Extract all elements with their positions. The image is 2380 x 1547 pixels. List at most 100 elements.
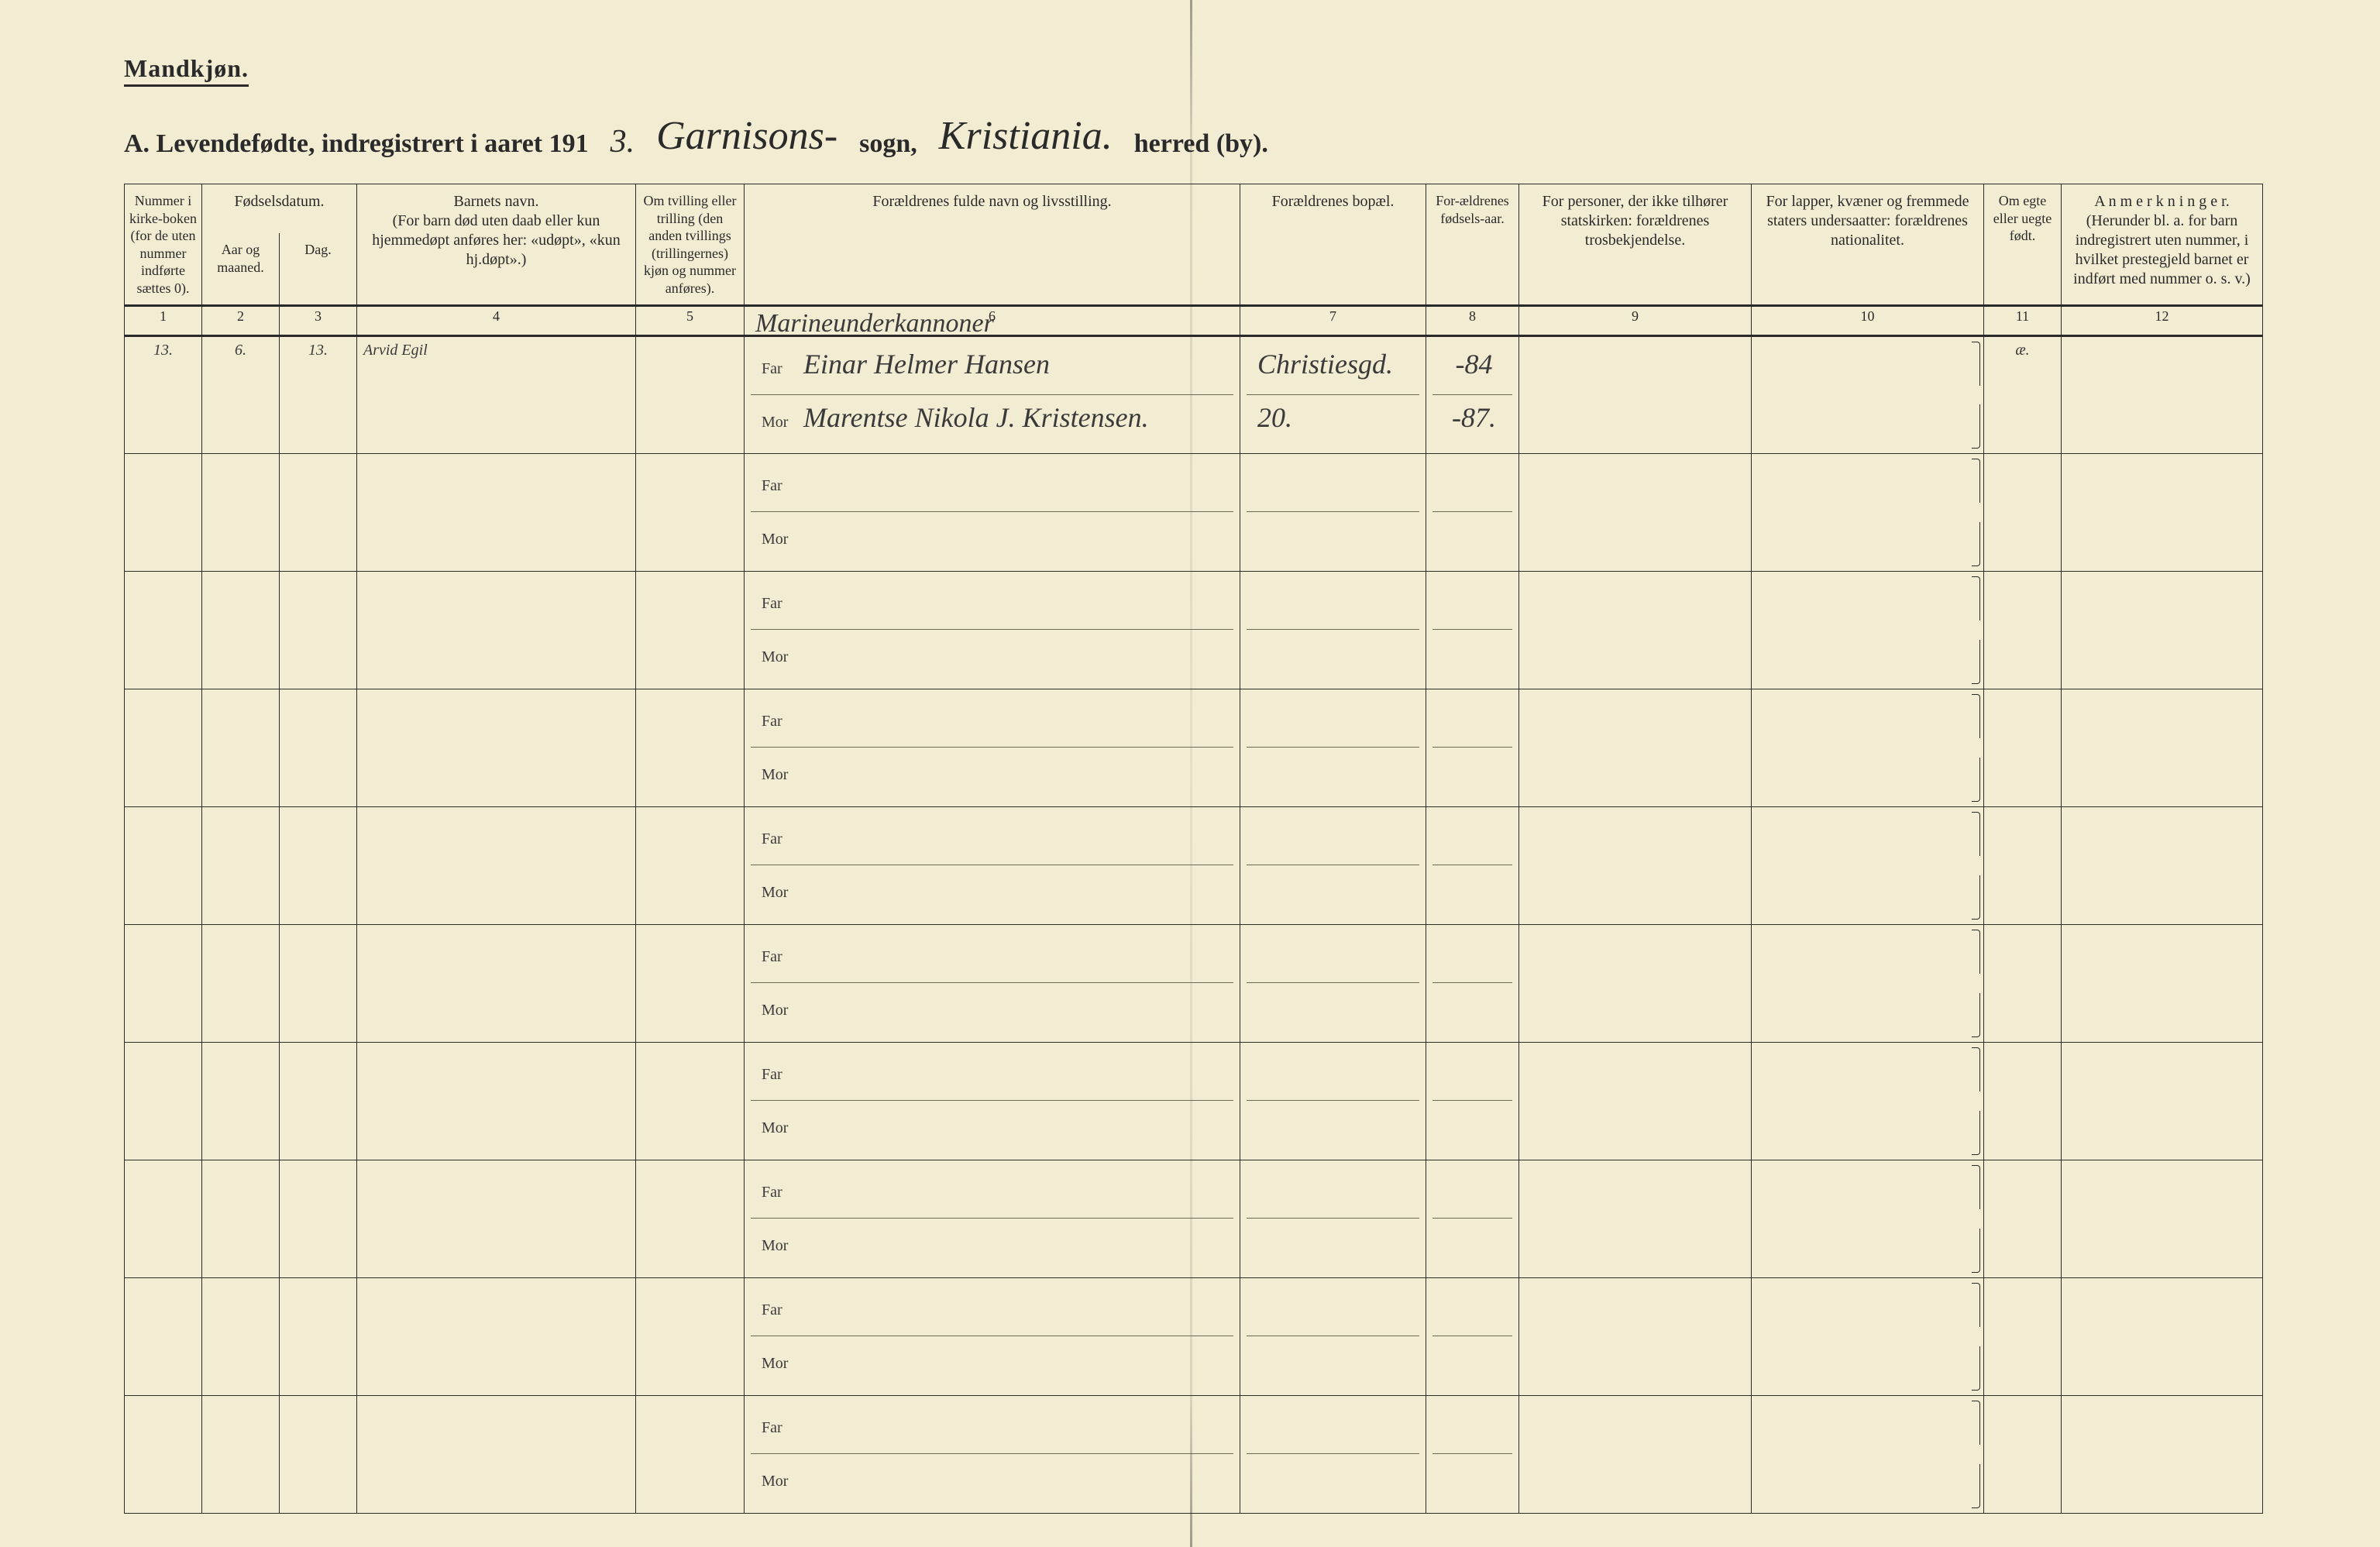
cell-parents: FarMor: [745, 1160, 1240, 1278]
cell-day: [280, 807, 357, 925]
cell-child-name: [357, 1278, 636, 1396]
colnum: 3: [280, 306, 357, 336]
mor-name: Marentse Nikola J. Kristensen.: [803, 402, 1149, 433]
cell-parents: Far Mor: [745, 925, 1240, 1043]
cell-bopael: [1240, 1043, 1426, 1160]
year-far: [1432, 930, 1512, 983]
cell-month: 6.: [202, 336, 280, 454]
far-label: Far: [762, 595, 796, 613]
mor-label: Mor: [762, 414, 796, 431]
cell-faith: [1519, 1160, 1752, 1278]
cell-legitimacy: [1984, 1160, 2062, 1278]
bopael-far: [1247, 1165, 1419, 1219]
mor-label: Mor: [762, 1473, 796, 1490]
cell-nationality: [1752, 1278, 1984, 1396]
cell-month: [202, 807, 280, 925]
table-body: 13.6.13.Arvid EgilMarineunderkannonerFar…: [125, 336, 2263, 1514]
cell-day: [280, 572, 357, 689]
bopael-mor: [1247, 512, 1419, 565]
colnum: 12: [2062, 306, 2263, 336]
cell-remarks: [2062, 1160, 2263, 1278]
cell-day: [280, 1396, 357, 1514]
table-row: 13.6.13.Arvid EgilMarineunderkannonerFar…: [125, 336, 2263, 454]
mor-label: Mor: [762, 1002, 796, 1019]
cell-remarks: [2062, 1043, 2263, 1160]
cell-birthyears: [1426, 1043, 1519, 1160]
year-far: [1432, 576, 1512, 630]
cell-month: [202, 1396, 280, 1514]
cell-faith: [1519, 807, 1752, 925]
colnum: 10: [1752, 306, 1984, 336]
cell-nationality: [1752, 572, 1984, 689]
far-line: Far: [751, 930, 1233, 983]
cell-legitimacy: [1984, 454, 2062, 572]
col-header-7: For-ældrenes fødsels-aar.: [1426, 184, 1519, 306]
mor-label: Mor: [762, 531, 796, 548]
far-line: Far: [751, 1401, 1233, 1454]
mor-label: Mor: [762, 1119, 796, 1137]
cell-bopael: [1240, 925, 1426, 1043]
herred-value: Kristiania.: [939, 113, 1113, 159]
year-mor: [1432, 1101, 1512, 1153]
mor-line: Mor: [751, 1101, 1233, 1153]
year-far: [1432, 694, 1512, 748]
cell-legitimacy: [1984, 572, 2062, 689]
bopael-mor: 20.: [1247, 395, 1419, 448]
far-label: Far: [762, 948, 796, 966]
document-page: Mandkjøn. A. Levendefødte, indregistrert…: [0, 0, 2380, 1547]
table-row: FarMor: [125, 572, 2263, 689]
bopael-far: [1247, 694, 1419, 748]
cell-num: [125, 1043, 202, 1160]
mor-line: Mor: [751, 748, 1233, 800]
cell-remarks: [2062, 336, 2263, 454]
cell-twin: [636, 1043, 745, 1160]
colnum: 9: [1519, 306, 1752, 336]
sogn-value: Garnisons-: [656, 113, 837, 159]
cell-twin: [636, 454, 745, 572]
year-mor: [1432, 1336, 1512, 1389]
cell-faith: [1519, 454, 1752, 572]
cell-month: [202, 454, 280, 572]
col-header-8: For personer, der ikke tilhører statskir…: [1519, 184, 1752, 306]
far-label: Far: [762, 1419, 796, 1437]
year-far: [1432, 1047, 1512, 1101]
table-row: FarMor: [125, 1043, 2263, 1160]
cell-num: [125, 925, 202, 1043]
far-line: FarEinar Helmer Hansen: [751, 342, 1233, 395]
far-label: Far: [762, 830, 796, 848]
cell-nationality: [1752, 925, 1984, 1043]
cell-legitimacy: æ.: [1984, 336, 2062, 454]
col-header-2b: Dag.: [280, 233, 357, 305]
col-header-5: Forældrenes fulde navn og livsstilling.: [745, 184, 1240, 306]
cell-bopael: [1240, 1396, 1426, 1514]
gender-label: Mandkjøn.: [124, 54, 249, 87]
col-header-6: Forældrenes bopæl.: [1240, 184, 1426, 306]
cell-day: 13.: [280, 336, 357, 454]
cell-faith: [1519, 336, 1752, 454]
bopael-mor: [1247, 630, 1419, 682]
form-title-line: A. Levendefødte, indregistrert i aaret 1…: [124, 116, 2256, 162]
mor-line: Mor: [751, 1336, 1233, 1389]
cell-parents: FarMor: [745, 1043, 1240, 1160]
table-header: Nummer i kirke-boken (for de uten nummer…: [125, 184, 2263, 336]
bopael-far: [1247, 1401, 1419, 1454]
cell-nationality: [1752, 1043, 1984, 1160]
table-row: FarMor: [125, 689, 2263, 807]
year-far: -84: [1432, 342, 1512, 395]
far-label: Far: [762, 1184, 796, 1202]
col-header-11: A n m e r k n i n g e r. (Herunder bl. a…: [2062, 184, 2263, 306]
cell-parents: FarMor: [745, 572, 1240, 689]
far-name: Einar Helmer Hansen: [803, 349, 1050, 380]
cell-child-name: [357, 454, 636, 572]
cell-nationality: [1752, 454, 1984, 572]
far-label: Far: [762, 477, 796, 495]
col3-sub: (For barn død uten daab eller kun hjemme…: [372, 212, 621, 268]
col11-title: A n m e r k n i n g e r.: [2094, 193, 2229, 210]
year-far: [1432, 812, 1512, 865]
cell-birthyears: [1426, 689, 1519, 807]
colnum: 1: [125, 306, 202, 336]
cell-parents: MarineunderkannonerFarEinar Helmer Hanse…: [745, 336, 1240, 454]
table-row: Far Mor: [125, 1396, 2263, 1514]
col-header-3: Barnets navn. (For barn død uten daab el…: [357, 184, 636, 306]
sogn-label: sogn,: [859, 129, 917, 159]
